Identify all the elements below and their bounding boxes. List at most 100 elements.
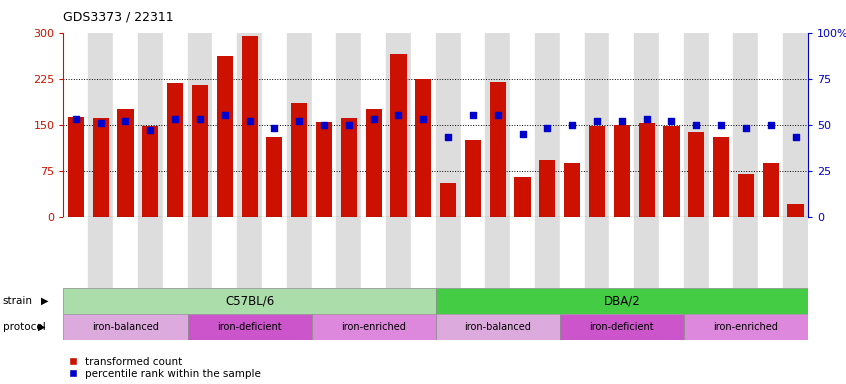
Bar [709,33,733,217]
Bar [464,140,481,217]
Bar [287,217,311,288]
Text: DBA/2: DBA/2 [603,294,640,307]
Bar [783,33,808,217]
Bar [514,177,530,217]
Bar [486,217,510,288]
Point [416,116,430,122]
Bar [510,217,535,288]
Bar [68,117,84,217]
Bar [63,288,436,314]
Bar [460,217,486,288]
Bar [486,33,510,217]
Bar [311,217,337,288]
Bar [262,217,287,288]
Bar [440,183,456,217]
Bar [386,217,411,288]
Legend: transformed count, percentile rank within the sample: transformed count, percentile rank withi… [69,357,261,379]
Bar [659,33,684,217]
Bar [663,126,679,217]
Bar [337,33,361,217]
Text: ▶: ▶ [41,296,48,306]
Point [615,118,629,124]
Bar [63,314,188,340]
Bar [162,33,188,217]
Bar [311,33,337,217]
Bar [738,174,754,217]
Bar [118,109,134,217]
Point [267,125,281,131]
Bar [564,162,580,217]
Bar [758,33,783,217]
Point [565,121,579,127]
Bar [436,288,808,314]
Bar [88,217,113,288]
Bar [212,217,237,288]
Point [94,120,107,126]
Bar [415,79,431,217]
Bar [113,33,138,217]
Bar [560,314,684,340]
Bar [762,162,779,217]
Text: GDS3373 / 22311: GDS3373 / 22311 [63,10,174,23]
Bar [390,54,407,217]
Bar [436,217,460,288]
Point [69,116,83,122]
Point [764,121,777,127]
Bar [341,119,357,217]
Text: protocol: protocol [3,322,46,332]
Bar [733,33,758,217]
Bar [237,217,262,288]
Point [665,118,678,124]
Bar [436,33,460,217]
Point [591,118,604,124]
Point [739,125,753,131]
Bar [411,33,436,217]
Bar [92,119,109,217]
Point [541,125,554,131]
Point [516,131,530,137]
Bar [560,217,585,288]
Text: ▶: ▶ [38,322,46,332]
Bar [262,33,287,217]
Bar [634,217,659,288]
Bar [167,83,184,217]
Bar [713,137,729,217]
Text: iron-enriched: iron-enriched [713,322,778,332]
Bar [684,33,709,217]
Text: C57BL/6: C57BL/6 [225,294,274,307]
Bar [609,33,634,217]
Bar [361,217,386,288]
Bar [88,33,113,217]
Point [714,121,728,127]
Bar [535,33,560,217]
Bar [684,314,808,340]
Bar [609,217,634,288]
Bar [411,217,436,288]
Point [144,127,157,133]
Point [193,116,206,122]
Bar [733,217,758,288]
Bar [188,314,311,340]
Point [243,118,256,124]
Bar [291,103,307,217]
Bar [266,137,283,217]
Bar [365,109,382,217]
Point [689,121,703,127]
Bar [188,217,212,288]
Text: strain: strain [3,296,32,306]
Bar [237,33,262,217]
Bar [585,217,609,288]
Bar [142,126,158,217]
Point [293,118,306,124]
Bar [241,36,258,217]
Bar [311,314,436,340]
Bar [361,33,386,217]
Bar [535,217,560,288]
Point [788,134,802,141]
Bar [510,33,535,217]
Bar [192,85,208,217]
Bar [287,33,311,217]
Bar [460,33,486,217]
Bar [589,126,605,217]
Bar [659,217,684,288]
